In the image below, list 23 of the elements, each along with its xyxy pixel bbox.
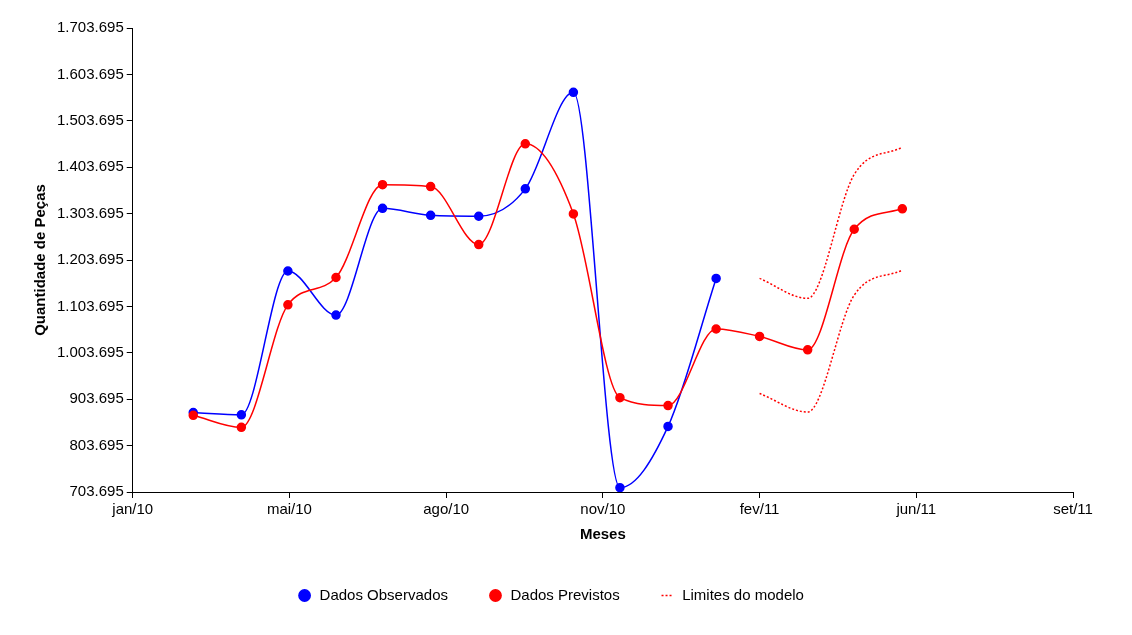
x-tick-label: set/11 bbox=[1053, 500, 1093, 518]
y-tick-label: 1.303.695 bbox=[57, 203, 124, 221]
y-tick-label: 1.203.695 bbox=[57, 250, 124, 268]
y-tick-label: 1.503.695 bbox=[57, 110, 124, 128]
x-tick-label: fev/11 bbox=[739, 500, 780, 518]
y-tick-label: 1.603.695 bbox=[57, 64, 124, 82]
x-tick-label: jan/10 bbox=[111, 500, 154, 518]
y-tick-label: 1.703.695 bbox=[57, 18, 124, 36]
y-axis-title: Quantidade de Peças bbox=[31, 184, 49, 336]
y-tick-label: 1.403.695 bbox=[57, 157, 124, 175]
legend-label: Dados Previstos bbox=[510, 585, 620, 603]
legend-label: Limites do modelo bbox=[682, 585, 804, 603]
y-tick-label: 1.103.695 bbox=[57, 296, 124, 314]
x-tick-label: mai/10 bbox=[266, 500, 312, 518]
y-tick-label: 803.695 bbox=[69, 435, 124, 453]
y-tick-label: 1.003.695 bbox=[57, 342, 124, 360]
y-tick-label: 703.695 bbox=[69, 482, 124, 500]
x-axis-title: Meses bbox=[579, 525, 626, 543]
x-tick-label: jun/11 bbox=[895, 500, 937, 518]
y-tick-label: 903.695 bbox=[69, 389, 124, 407]
x-tick-label: nov/10 bbox=[580, 500, 626, 518]
x-tick-label: ago/10 bbox=[423, 500, 470, 518]
legend-label: Dados Observados bbox=[319, 585, 448, 603]
